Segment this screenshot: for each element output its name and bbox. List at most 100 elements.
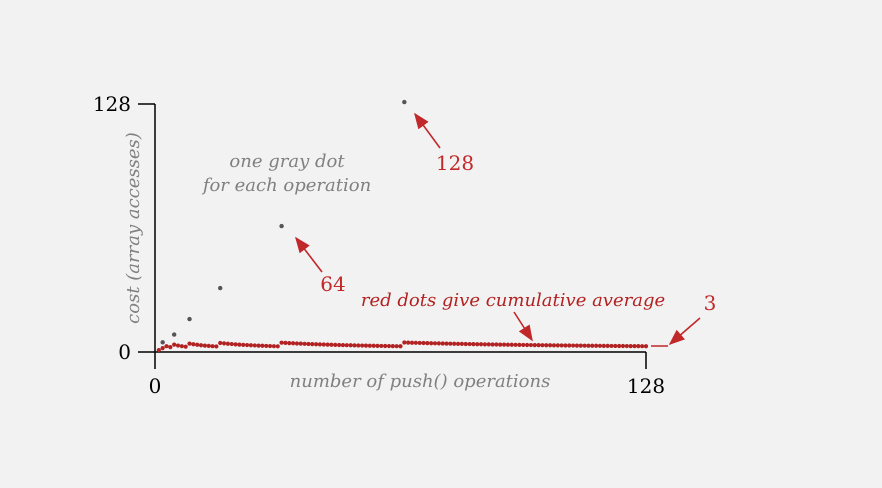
average-dot-22	[237, 342, 242, 347]
average-dot-23	[241, 342, 246, 347]
average-dot-33	[279, 340, 284, 345]
arrow-to-average	[513, 311, 533, 342]
average-dot-120	[613, 343, 618, 349]
average-dot-87	[486, 342, 491, 347]
average-dot-74	[436, 341, 441, 346]
average-dot-113	[586, 343, 591, 348]
average-dot-25	[248, 343, 253, 348]
average-dot-59	[379, 343, 384, 349]
annotation-3: 3	[704, 291, 717, 315]
average-dot-13	[202, 343, 207, 348]
average-dot-62	[390, 344, 395, 349]
y-tick-label-zero: 0	[118, 340, 131, 364]
average-dot-114	[590, 343, 595, 348]
average-dot-93	[509, 342, 514, 347]
gray-dot-0	[160, 340, 165, 345]
average-dot-21	[233, 342, 238, 347]
average-dot-61	[386, 343, 392, 349]
average-dot-27	[256, 343, 261, 348]
cumulative-average-series	[156, 340, 649, 353]
average-dot-77	[448, 341, 453, 346]
arrow-to-128	[414, 112, 441, 149]
average-dot-108	[567, 343, 572, 348]
average-dot-30	[267, 343, 273, 349]
average-dot-44	[321, 342, 326, 347]
average-dot-19	[225, 341, 230, 346]
annotation-128: 128	[436, 151, 474, 175]
average-dot-118	[605, 343, 610, 348]
average-dot-123	[624, 343, 629, 349]
average-dot-8	[183, 344, 188, 349]
arrow-to-64	[295, 236, 323, 273]
average-dot-96	[521, 342, 526, 348]
average-dot-49	[340, 342, 346, 348]
average-dot-78	[452, 341, 457, 346]
average-dot-35	[287, 340, 292, 346]
average-dot-95	[517, 342, 522, 347]
average-dot-102	[544, 343, 549, 348]
average-dot-63	[394, 344, 399, 349]
average-dot-9	[187, 341, 192, 346]
average-dot-91	[501, 342, 507, 347]
average-dot-97	[524, 342, 530, 348]
annotation-64: 64	[320, 272, 345, 296]
gray-dot-4	[279, 223, 284, 229]
average-dot-58	[375, 343, 380, 348]
average-dot-90	[498, 342, 503, 347]
average-dot-111	[578, 343, 583, 348]
average-dot-52	[352, 343, 357, 348]
average-dot-31	[271, 344, 277, 349]
average-dot-24	[244, 342, 250, 348]
average-dot-1	[156, 347, 161, 353]
average-dot-17	[218, 340, 223, 346]
gray-dot-note-line2: for each operation	[201, 175, 371, 196]
average-dot-66	[406, 340, 411, 345]
average-dot-101	[540, 343, 545, 348]
average-dot-84	[475, 342, 480, 347]
average-dot-117	[601, 343, 606, 348]
average-dot-65	[402, 340, 407, 345]
operation-cost-series	[160, 99, 407, 345]
average-dot-26	[252, 343, 257, 348]
average-dot-104	[551, 343, 557, 348]
average-dot-110	[574, 343, 580, 348]
average-dot-55	[363, 343, 369, 348]
average-dot-46	[329, 342, 334, 347]
average-dot-64	[398, 344, 403, 349]
average-dot-112	[582, 343, 587, 348]
average-dot-88	[490, 342, 495, 347]
x-axis-label: number of push() operations	[290, 371, 551, 392]
average-dot-4	[168, 345, 173, 350]
average-dot-107	[563, 343, 568, 348]
average-dot-34	[283, 340, 288, 345]
average-dot-68	[413, 340, 418, 345]
average-dot-53	[356, 343, 361, 348]
average-dot-32	[275, 344, 280, 349]
average-dot-98	[528, 342, 534, 348]
average-dot-5	[172, 342, 177, 347]
average-dot-56	[367, 343, 372, 348]
average-dot-75	[440, 341, 445, 346]
average-dot-36	[290, 341, 296, 346]
average-dot-119	[609, 343, 614, 349]
average-dot-3	[164, 344, 169, 349]
average-dot-45	[325, 342, 330, 347]
average-dot-106	[559, 343, 564, 348]
average-dot-43	[317, 342, 323, 347]
average-dot-60	[383, 343, 388, 349]
gray-dot-5	[402, 99, 407, 105]
average-dot-79	[455, 341, 461, 346]
average-dot-128	[643, 344, 649, 349]
average-dot-10	[191, 342, 196, 347]
average-dot-69	[417, 340, 422, 346]
average-dot-116	[597, 343, 603, 348]
average-dot-127	[640, 344, 645, 349]
average-dot-29	[264, 343, 269, 349]
red-dot-note: red dots give cumulative average	[361, 290, 665, 311]
average-dot-105	[555, 343, 560, 348]
average-dot-85	[478, 342, 484, 347]
average-dot-72	[429, 341, 434, 346]
average-dot-80	[459, 341, 464, 347]
average-dot-83	[471, 342, 476, 347]
